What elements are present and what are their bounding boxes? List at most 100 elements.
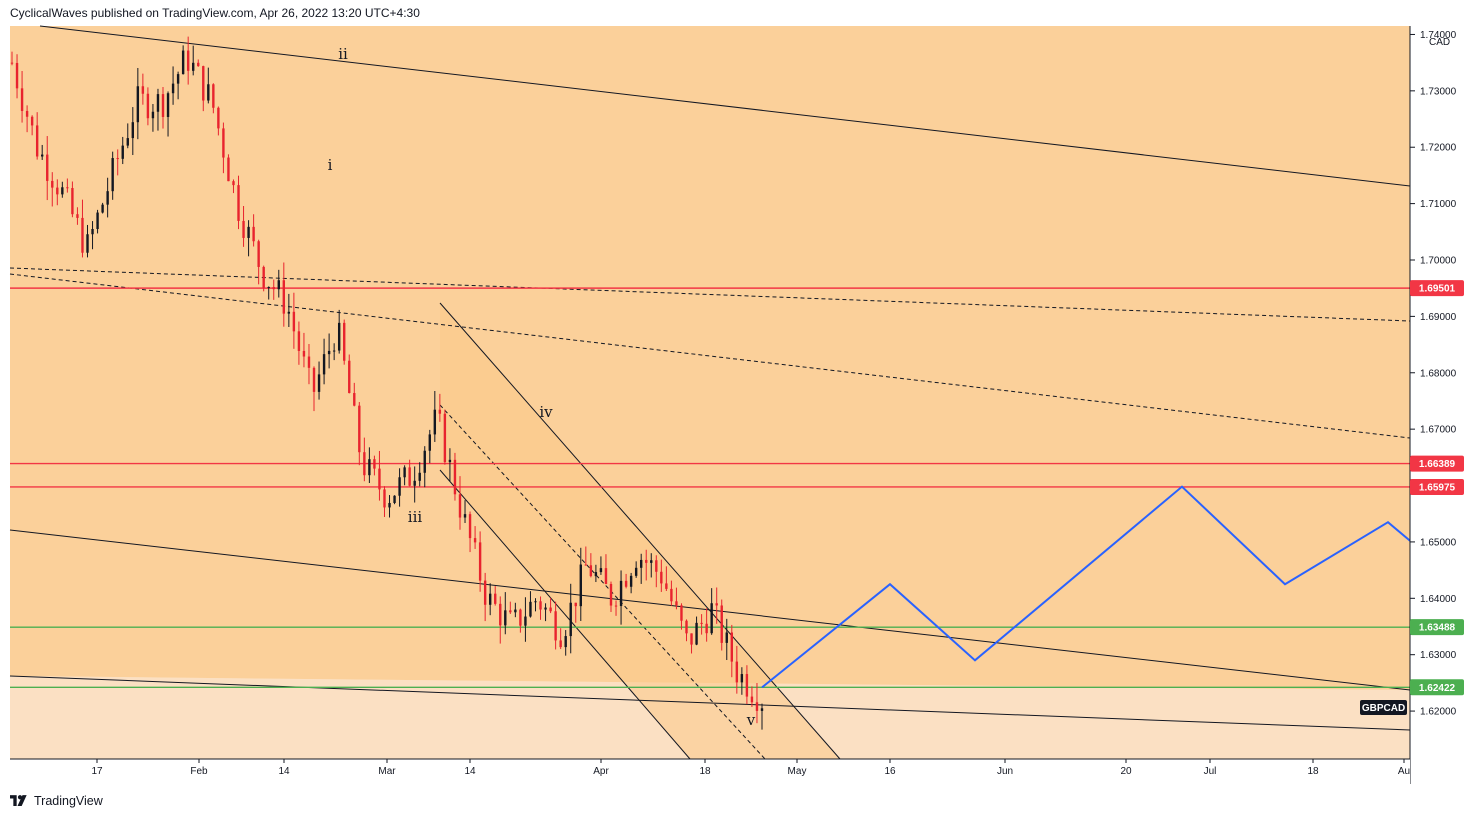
candle-body [564, 636, 567, 648]
candle-body [282, 280, 286, 314]
candle-body [660, 571, 663, 584]
price-tick-label: 1.65000 [1420, 537, 1457, 548]
footer: TradingView [10, 794, 103, 808]
candle-body [76, 214, 79, 218]
candle-body [227, 157, 230, 182]
candle-body [504, 610, 507, 626]
price-axis-ticks: 1.74000 1.73000 1.72000 1.71000 1.70000 1.690… [1410, 30, 1457, 718]
price-level-label: 1.69501 [1419, 284, 1456, 295]
candle-body [544, 607, 547, 610]
candle-body [262, 266, 265, 288]
candle-body [448, 459, 452, 463]
time-tick-label: May [788, 766, 807, 777]
candle-body [373, 459, 376, 469]
candle-body [720, 605, 723, 643]
price-level-badge-bg [1410, 619, 1464, 636]
brand-name[interactable]: TradingView [34, 794, 103, 808]
candle-body [670, 588, 673, 602]
candle-body [584, 564, 588, 566]
projection-polyline [761, 485, 1411, 689]
price-tick-label: 1.64000 [1420, 594, 1457, 605]
candle-body [534, 601, 537, 603]
candle-body [725, 632, 728, 643]
wave-label-v: v [746, 711, 756, 729]
candle-body [197, 62, 200, 67]
candle-body [579, 564, 582, 607]
time-tick-label: 14 [278, 766, 290, 777]
wave-label-iv: iv [539, 403, 553, 421]
candle-body [327, 350, 331, 355]
candle-body [554, 611, 557, 641]
time-tick-label: Au [1398, 766, 1410, 777]
candle-body [257, 241, 260, 267]
candle-body [403, 467, 406, 478]
time-tick-label: 16 [884, 766, 896, 777]
candle-body [594, 572, 598, 577]
price-badges: 1.69501 1.66389 1.65975 1.63488 1.62422 [1410, 280, 1464, 696]
upper-zone-fill [10, 26, 1410, 690]
candle-body [760, 708, 764, 711]
candle-body [730, 632, 733, 662]
price-level-label: 1.65975 [1419, 482, 1456, 493]
candle-body [428, 434, 431, 451]
time-tick-label: Apr [593, 766, 609, 777]
candle-body [614, 605, 618, 607]
candle-body [433, 409, 437, 435]
candle-body [388, 502, 391, 508]
candle-body [207, 84, 210, 101]
candle-body [267, 286, 270, 288]
candle-body [574, 602, 577, 607]
candle-body [655, 560, 658, 572]
candle-body [81, 217, 84, 253]
price-level-badge: 1.62422 [1410, 679, 1464, 696]
price-axis-panel[interactable] [1410, 26, 1478, 784]
candle-body [499, 603, 502, 626]
candle-body [307, 356, 311, 368]
price-level-label: 1.66389 [1419, 459, 1456, 470]
candle-body [413, 480, 416, 486]
candle-body [302, 350, 306, 357]
time-tick-label: Feb [190, 766, 208, 777]
wave-labels: ii i iii iv v [328, 45, 756, 729]
candle-body [634, 567, 638, 576]
candle-body [46, 154, 49, 181]
candle-body [332, 350, 336, 352]
candle-body [438, 409, 442, 414]
candle-body [141, 86, 145, 94]
candle-body [96, 212, 99, 230]
candle-body [126, 138, 129, 146]
time-tick-label: Mar [378, 766, 396, 777]
candle-body [202, 66, 205, 101]
price-chart[interactable]: ii i iii iv v 1.74000 1.73000 1.72000 1.710… [0, 0, 1478, 790]
time-tick-label: 20 [1120, 766, 1132, 777]
candle-body [755, 702, 759, 711]
candle-body [690, 633, 693, 645]
channel-upper-line [439, 302, 841, 760]
candle-body [478, 542, 482, 581]
candle-body [705, 623, 708, 634]
candle-body [378, 468, 381, 490]
time-axis-panel[interactable] [10, 759, 1410, 784]
publish-header: CyclicalWaves published on TradingView.c… [10, 6, 420, 20]
candle-body [121, 145, 124, 159]
candle-body [25, 110, 29, 117]
candle-body [171, 83, 175, 94]
candle-body [10, 62, 14, 64]
candle-body [156, 94, 160, 112]
candle-body [217, 107, 220, 129]
candle-body [569, 602, 572, 637]
price-level-badge: 1.63488 [1410, 619, 1464, 636]
candle-body [86, 234, 89, 253]
candle-body [514, 609, 517, 613]
candle-body [317, 374, 321, 392]
candle-body [524, 616, 527, 626]
candle-body [695, 622, 698, 645]
candle-body [539, 601, 542, 610]
candle-body [468, 514, 472, 539]
candle-body [232, 181, 235, 186]
candle-body [463, 514, 467, 518]
tradingview-logo-icon[interactable] [10, 795, 30, 807]
candle-body [619, 580, 623, 607]
candle-body [161, 94, 165, 117]
candle-body [131, 122, 135, 139]
